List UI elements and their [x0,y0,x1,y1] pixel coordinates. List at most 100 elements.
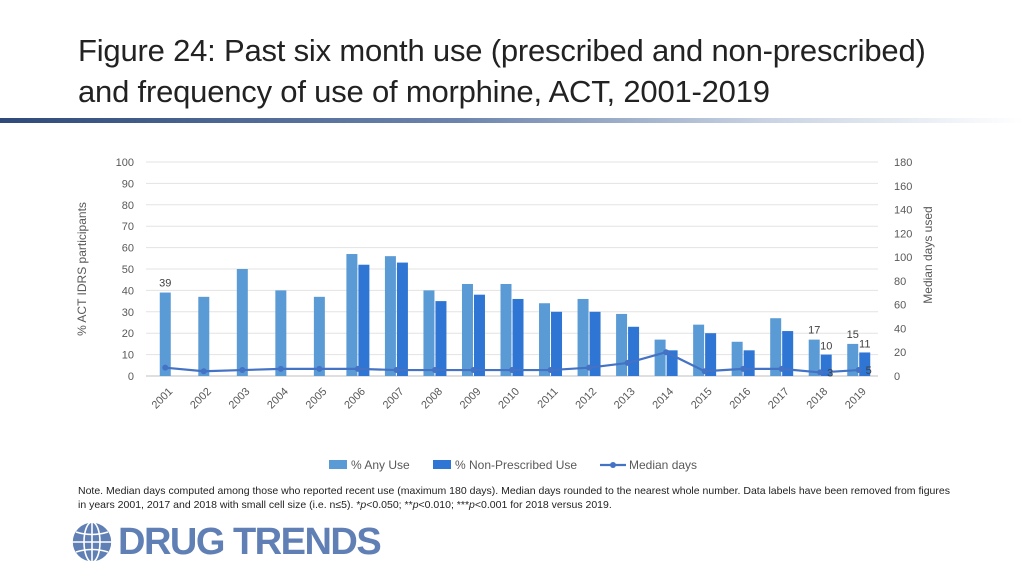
bar-any-use [198,296,210,376]
bar-any-use [539,303,551,376]
bar-non-prescribed [705,333,717,376]
x-tick-label: 2017 [766,386,792,412]
bar-any-use [384,256,396,376]
bar-non-prescribed [512,298,524,376]
y-tick-label: 100 [116,157,134,169]
median-days-point [547,367,554,374]
x-tick-label: 2011 [535,386,560,411]
x-tick-label: 2008 [419,386,445,412]
x-tick-label: 2002 [188,386,214,412]
y2-tick-label: 40 [894,323,906,335]
x-tick-label: 2014 [650,386,676,412]
bar-any-use [693,324,705,376]
x-tick-label: 2005 [304,386,330,412]
bar-non-prescribed [782,331,794,376]
y-tick-label: 40 [122,285,134,297]
bar-any-use [236,269,248,376]
bar-any-use [770,318,782,376]
x-tick-label: 2009 [458,386,484,412]
median-days-point [200,368,207,375]
y-tick-label: 70 [122,221,134,233]
bar-any-use [461,283,473,376]
x-tick-label: 2001 [150,386,176,412]
median-days-point [701,368,708,375]
y2-tick-label: 20 [894,347,906,359]
y-tick-label: 80 [122,200,134,212]
drug-trends-logo: DRUG TRENDS [70,520,382,564]
legend-label-any-use: % Any Use [351,458,410,472]
bar-non-prescribed [589,311,601,376]
median-days-point [817,369,824,376]
x-tick-label: 2012 [573,386,599,412]
bar-non-prescribed [473,294,485,376]
x-tick-label: 2015 [689,386,715,412]
x-tick-label: 2016 [727,386,753,412]
y-tick-label: 30 [122,307,134,319]
bar-any-use [313,296,325,376]
bar-non-prescribed [435,301,447,376]
bar-any-use [275,290,287,376]
median-days-point [586,364,593,371]
median-days-point [624,359,631,366]
bar-any-use [159,292,171,376]
x-tick-label: 2007 [381,386,407,412]
x-tick-label: 2018 [805,386,831,412]
globe-icon [71,521,113,563]
page-title: Figure 24: Past six month use (prescribe… [78,33,926,109]
median-days-point [470,367,477,374]
x-tick-label: 2006 [342,386,368,412]
legend-swatch-any-use [329,460,347,469]
median-days-point [354,365,361,372]
median-days-point [778,365,785,372]
median-days-point [277,365,284,372]
data-label: 11 [859,338,870,350]
bar-any-use [500,283,512,376]
y2-tick-label: 160 [894,181,912,193]
x-tick-label: 2010 [496,386,522,412]
y2-tick-label: 100 [894,252,912,264]
y2-tick-label: 60 [894,300,906,312]
data-label: 15 [847,329,859,341]
median-days-point [393,367,400,374]
y-tick-label: 90 [122,178,134,190]
x-tick-label: 2019 [843,386,869,412]
median-days-point [855,367,862,374]
bar-any-use [654,339,666,376]
median-days-point [740,365,747,372]
bar-non-prescribed [859,352,871,376]
x-tick-label: 2004 [265,386,291,412]
y-axis-title: % ACT IDRS participants [75,202,89,336]
legend-marker-median-days [610,462,616,468]
y2-tick-label: 120 [894,228,912,240]
bar-non-prescribed [396,262,408,376]
data-label: 39 [159,278,171,290]
y2-axis-title: Median days used [921,206,935,303]
bar-non-prescribed [666,350,678,376]
data-label: 10 [820,341,832,353]
median-days-point [239,367,246,374]
bar-non-prescribed [358,264,370,376]
bar-non-prescribed [628,326,640,376]
bar-any-use [423,290,435,376]
bar-non-prescribed [743,350,755,376]
y2-tick-label: 0 [894,371,900,383]
median-days-point [509,367,515,374]
bar-any-use [577,298,589,376]
y2-tick-label: 80 [894,276,906,288]
data-label: 5 [866,365,872,377]
data-label: 17 [808,325,820,337]
chart-legend: % Any Use % Non-Prescribed Use Median days [329,458,697,472]
bar-any-use [808,339,820,376]
y-tick-label: 50 [122,264,134,276]
bar-any-use [616,313,628,376]
x-tick-label: 2013 [612,386,638,412]
y-tick-label: 0 [128,371,134,383]
legend-swatch-non-prescribed [433,460,451,469]
y2-tick-label: 180 [894,157,912,169]
y-tick-label: 20 [122,328,134,340]
median-days-point [316,365,323,372]
legend-label-non-prescribed: % Non-Prescribed Use [455,458,577,472]
logo-text: DRUG TRENDS [118,521,382,563]
combo-chart: 0 10 20 30 40 50 60 70 80 90 100 0 20 40 60 80 100 120 140… [75,157,935,472]
bar-non-prescribed [820,354,832,376]
